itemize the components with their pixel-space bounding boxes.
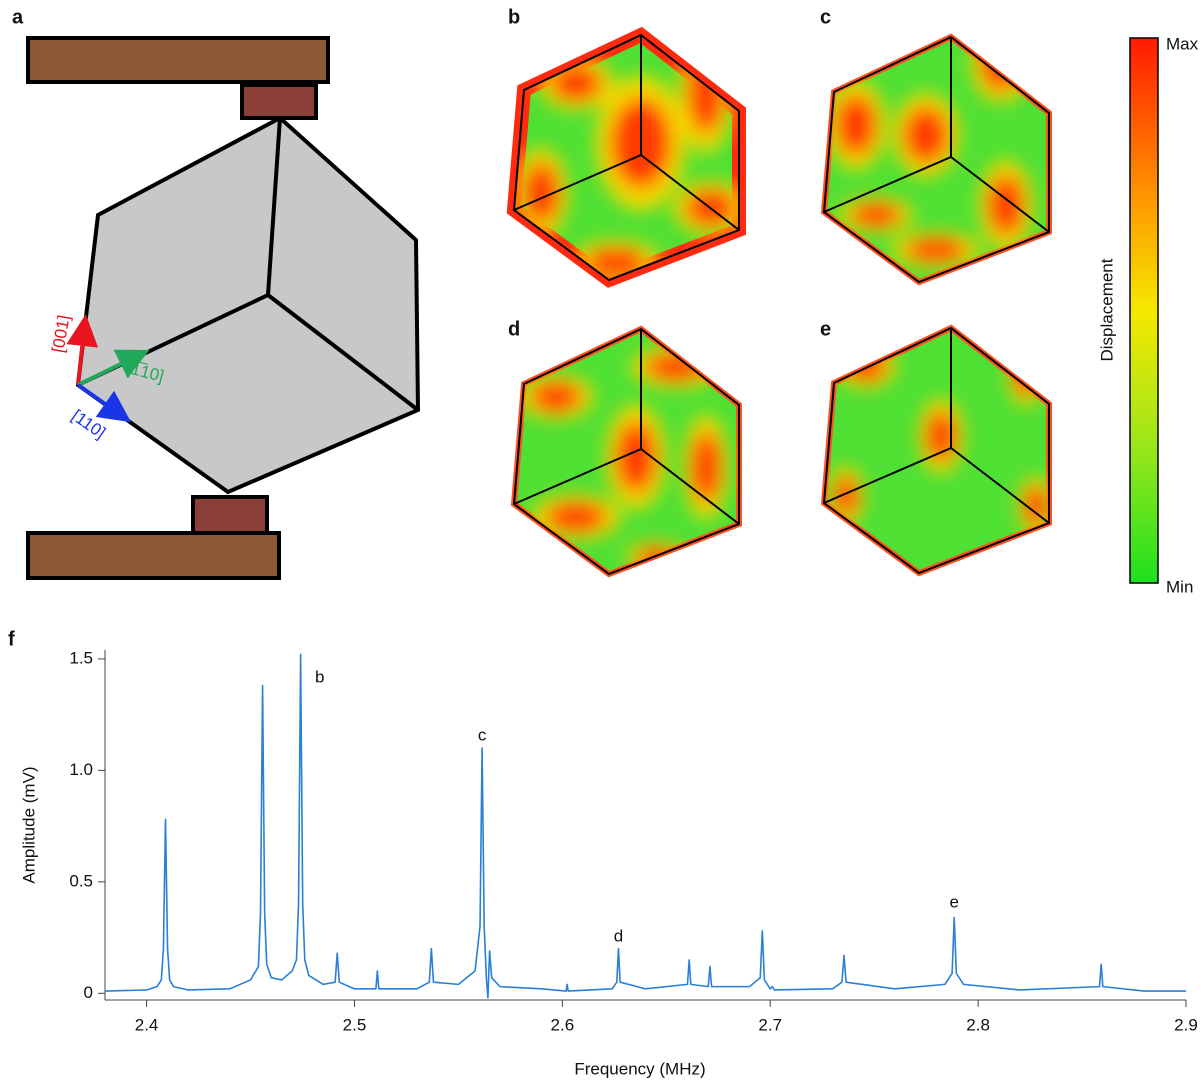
colorbar-min: Min: [1166, 577, 1193, 596]
axis-label: [110]: [68, 406, 109, 443]
shade: [851, 203, 901, 227]
annotation: e: [949, 893, 958, 912]
shade: [836, 95, 876, 155]
figure: [001] [1̅10] [110] Max Min Displacement …: [0, 0, 1204, 1084]
cube: [514, 329, 739, 574]
colorbar-label: Displacement: [1097, 258, 1116, 361]
spectrum-line: [105, 654, 1186, 997]
panel-label: d: [508, 318, 520, 340]
x-tick-label: 2.4: [135, 1015, 159, 1034]
x-tick-label: 2.7: [758, 1015, 782, 1034]
shade: [834, 476, 858, 516]
shade: [904, 107, 948, 163]
cube: [824, 28, 1049, 283]
x-tick-label: 2.8: [966, 1015, 990, 1034]
shade: [988, 175, 1024, 235]
colorbar: Max Min Displacement: [1097, 34, 1198, 596]
y-tick-label: 0.5: [69, 871, 93, 890]
panel-a: [001] [1̅10] [110]: [28, 38, 418, 578]
panel-label: e: [820, 318, 831, 340]
axis-label: [001]: [48, 314, 73, 355]
annotation: d: [614, 926, 623, 945]
panel-label: f: [8, 628, 15, 650]
cube: [824, 328, 1054, 573]
x-axis-title: Frequency (MHz): [574, 1059, 705, 1078]
y-tick-label: 0: [84, 983, 93, 1002]
y-axis-title: Amplitude (mV): [19, 766, 38, 883]
panel-label: a: [12, 6, 24, 28]
shade: [531, 382, 581, 412]
annotation: b: [315, 668, 324, 687]
annotation: c: [478, 726, 487, 745]
x-tick-label: 2.6: [551, 1015, 575, 1034]
colorbar-max: Max: [1166, 34, 1199, 53]
cube: [514, 33, 749, 286]
panel-label: c: [820, 6, 831, 28]
shade: [906, 238, 966, 262]
x-tick-label: 2.9: [1174, 1015, 1198, 1034]
shade: [546, 502, 606, 532]
panel-label: b: [508, 6, 520, 28]
x-tick-label: 2.5: [343, 1015, 367, 1034]
y-tick-label: 1.0: [69, 760, 93, 779]
mode-shapes: [514, 28, 1054, 575]
y-tick-label: 1.5: [69, 648, 93, 667]
